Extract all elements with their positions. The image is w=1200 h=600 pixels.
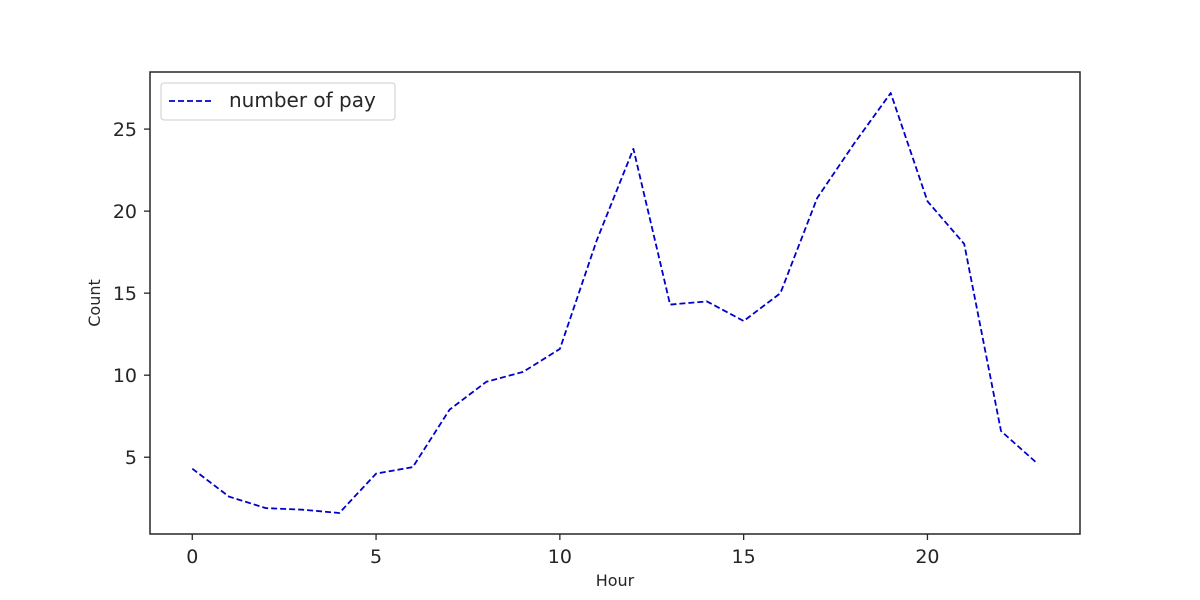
legend-box [160,82,396,121]
data-point [412,466,414,468]
legend: number of pay [160,82,396,121]
data-point [853,143,855,145]
data-point [301,509,303,511]
data-point [816,197,818,199]
data-point [228,495,230,497]
data-point [338,512,340,514]
y-tick-label: 10 [113,365,137,387]
y-tick-label: 15 [113,283,137,305]
series-line [191,92,1039,514]
y-axis-ticks: 5 10 15 20 25 [113,119,150,469]
x-tick-label: 10 [548,546,572,568]
series-layer [191,92,1039,514]
x-axis-label: Hour [596,571,635,590]
data-point [375,472,377,474]
x-tick-label: 5 [370,546,382,568]
data-point [963,243,965,245]
data-point [779,292,781,294]
data-point [1037,463,1039,465]
data-point [632,148,634,150]
plot-frame [149,71,1081,535]
data-point [595,240,597,242]
x-tick-label: 20 [915,546,939,568]
y-tick-label: 20 [113,201,137,223]
data-point [559,348,561,350]
data-point [743,320,745,322]
y-axis-label: Count [85,279,104,327]
data-point [485,381,487,383]
x-tick-label: 0 [186,546,198,568]
data-point [522,371,524,373]
data-point [669,303,671,305]
legend-label: number of pay [229,88,376,112]
data-point [191,468,193,470]
y-tick-label: 5 [125,447,137,469]
y-tick-label: 25 [113,119,137,141]
data-point [890,92,892,94]
x-axis-ticks: 0 5 10 15 20 [186,534,940,568]
data-point [706,300,708,302]
x-tick-label: 15 [732,546,756,568]
data-point [448,408,450,410]
data-point [1000,430,1002,432]
data-point [926,200,928,202]
data-point [265,507,267,509]
